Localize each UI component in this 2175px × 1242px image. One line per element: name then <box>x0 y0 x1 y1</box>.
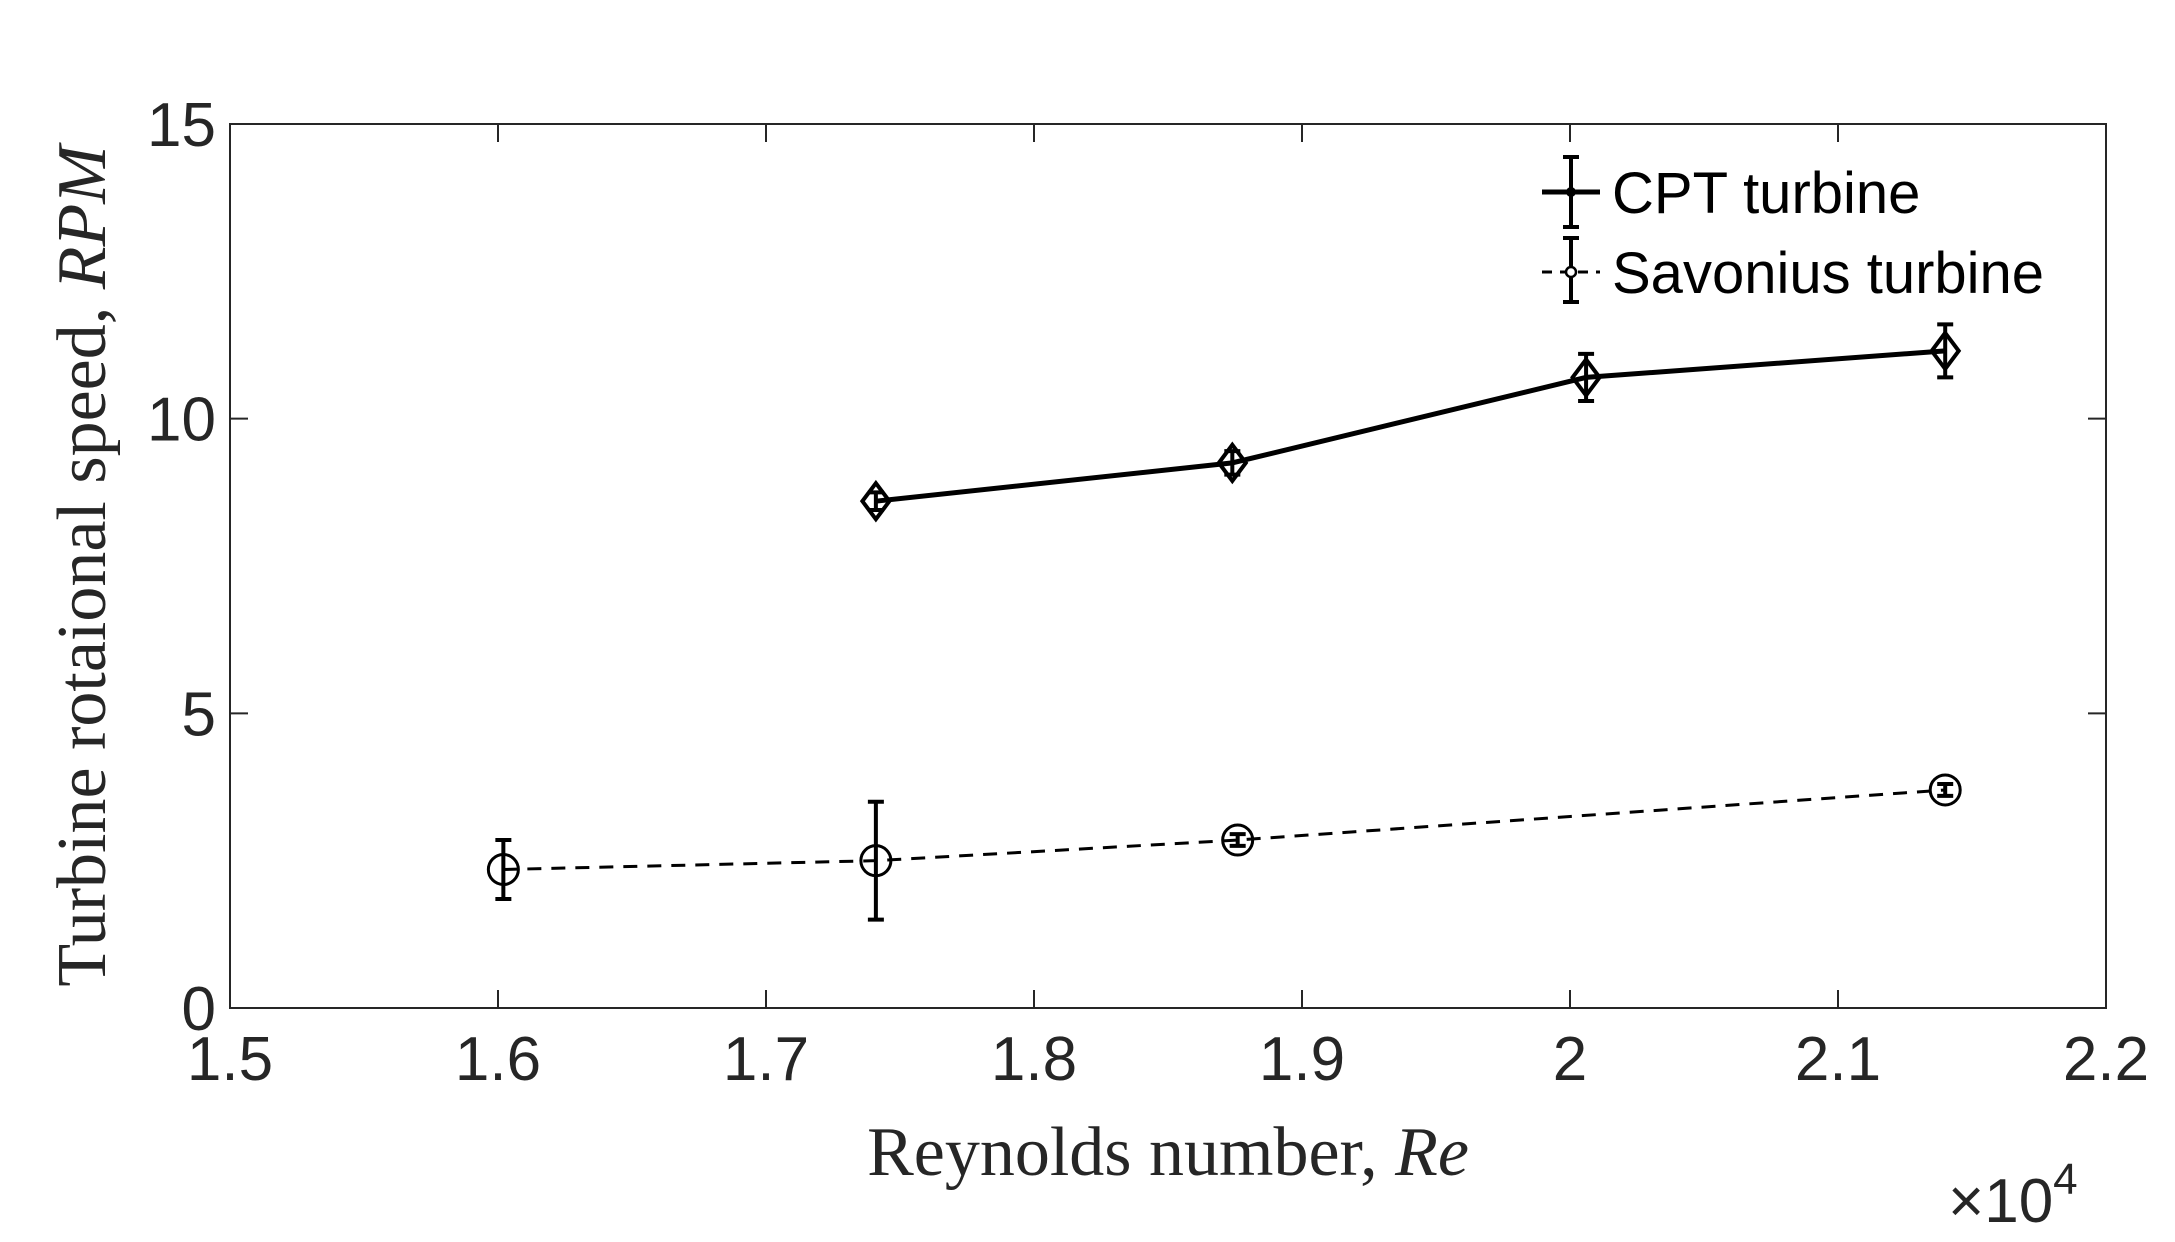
series-line <box>875 348 1946 504</box>
y-tick-label: 10 <box>147 386 216 455</box>
x-tick-label: 1.8 <box>991 1025 1077 1094</box>
plot-area <box>229 123 2107 1009</box>
y-tick-label: 15 <box>147 91 216 160</box>
x-axis-multiplier: ×104 <box>1948 1155 2078 1236</box>
legend-item-savonius: Savonius turbine <box>1542 236 2044 306</box>
data-point <box>1929 329 1962 373</box>
x-tick-label: 2 <box>1553 1025 1587 1094</box>
y-axis-title: Turbine rotaional speed, RPM <box>44 142 121 987</box>
data-point <box>1570 356 1603 399</box>
series-0 <box>859 322 1962 523</box>
x-tick-label: 1.9 <box>1259 1025 1345 1094</box>
legend-item-cpt: CPT turbine <box>1542 155 1920 229</box>
x-axis-multiplier-base: ×10 <box>1948 1167 2053 1236</box>
x-axis-title: Reynolds number, Re <box>867 1114 1469 1191</box>
x-tick-label: 1.5 <box>187 1025 273 1094</box>
x-axis-title-text: Reynolds number, <box>867 1114 1395 1191</box>
x-tick-label: 1.7 <box>723 1025 809 1094</box>
data-point <box>1221 823 1255 857</box>
y-axis-title-var: RPM <box>44 142 121 291</box>
data-point <box>859 479 892 523</box>
series-1 <box>486 773 1962 922</box>
legend-label-cpt: CPT turbine <box>1612 161 1920 226</box>
data-point <box>1216 441 1249 485</box>
data-point <box>1928 773 1962 807</box>
y-tick-label: 0 <box>182 975 216 1044</box>
x-axis-title-var: Re <box>1394 1114 1469 1191</box>
x-tick-label: 1.6 <box>455 1025 541 1094</box>
y-tick-label: 5 <box>182 680 216 749</box>
data-point <box>859 844 893 878</box>
y-axis-title-text: Turbine rotaional speed, <box>44 289 121 986</box>
legend-marker-cpt <box>1566 187 1576 197</box>
series-line <box>503 788 1946 872</box>
x-tick-label: 2.2 <box>2063 1025 2149 1094</box>
x-axis-multiplier-exp: 4 <box>2053 1155 2077 1204</box>
legend-marker-savonius <box>1564 265 1578 279</box>
legend-label-savonius: Savonius turbine <box>1612 241 2044 306</box>
data-point <box>486 853 520 887</box>
axis-ticks: 1.5 1.6 1.7 1.8 1.9 2 2.1 2.2 0 5 10 15 <box>147 91 2149 1094</box>
x-tick-label: 2.1 <box>1795 1025 1881 1094</box>
legend: CPT turbine Savonius turbine <box>1542 155 2044 306</box>
series-layer <box>486 322 1962 922</box>
